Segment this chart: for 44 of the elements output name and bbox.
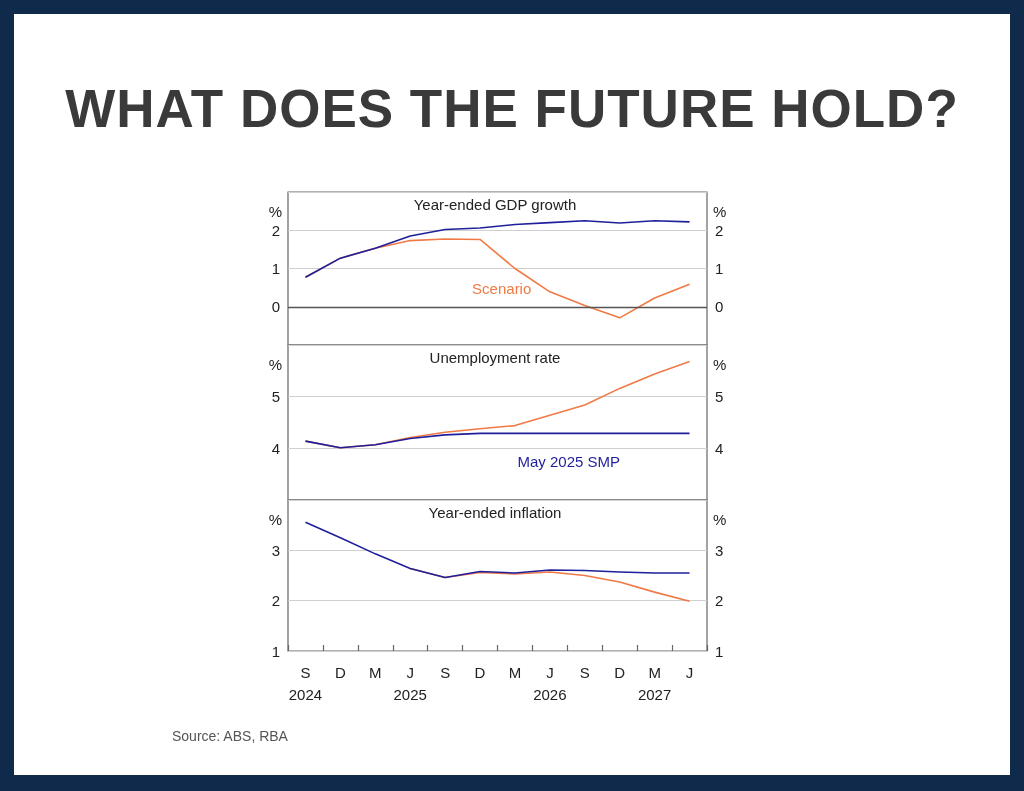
series-label: May 2025 SMP — [517, 452, 620, 470]
y2-tick-label: 1 — [715, 260, 724, 277]
y2-tick-label: 3 — [715, 541, 724, 559]
y-tick-label: 2 — [271, 592, 280, 610]
y-tick-label: 4 — [271, 439, 280, 457]
chart-subtitle: Year-ended GDP growth — [413, 196, 577, 213]
y-axis-title: % — [268, 511, 282, 528]
y-axis-title: % — [268, 356, 282, 373]
y2-tick-label: 1 — [715, 642, 724, 660]
line-series — [304, 521, 691, 579]
x-tick-label: D — [474, 663, 486, 681]
y2-tick-label: 4 — [715, 439, 724, 457]
chart-title: Unemployment rate — [429, 349, 561, 366]
x-tick-label: D — [334, 663, 346, 681]
x-tick-label: M — [508, 663, 522, 681]
x-tick-label: J 2026 — [533, 663, 567, 703]
chart-title: Year-ended inflation — [428, 504, 562, 521]
line-series — [304, 219, 691, 279]
y-tick-label: 1 — [271, 260, 280, 277]
x-tick-label: M — [369, 663, 382, 681]
y2-tick-label: 5 — [715, 388, 724, 406]
y-tick-label: 1 — [271, 642, 280, 660]
x-tick-label: M 2027 — [637, 663, 672, 703]
x-tick-label: S — [440, 663, 451, 681]
y2-axis-title: % — [713, 203, 727, 220]
x-tick-label: J — [685, 663, 694, 681]
x-tick-label: D — [614, 663, 626, 681]
y2-tick-label: 2 — [715, 221, 724, 239]
y2-tick-label: 2 — [715, 592, 724, 610]
y-tick-label: 5 — [271, 388, 280, 406]
line-series — [304, 432, 691, 449]
x-tick-label: S 2024 — [288, 663, 323, 703]
y2-axis-title: % — [713, 356, 727, 373]
x-tick-label: J 2025 — [393, 663, 427, 703]
y-tick-label: 0 — [271, 298, 280, 316]
y2-tick-label: 0 — [715, 298, 724, 316]
y-tick-label: 2 — [271, 221, 280, 239]
y-axis-title: % — [268, 203, 282, 220]
x-tick-label: S — [579, 663, 590, 681]
series-label: Scenario — [472, 279, 532, 297]
y2-axis-title: % — [713, 511, 727, 528]
chart-title: WHAT DOES THE FUTURE HOLD? — [64, 78, 960, 139]
source-note: Source: ABS, RBA — [172, 728, 288, 744]
y-tick-label: 3 — [271, 541, 280, 559]
